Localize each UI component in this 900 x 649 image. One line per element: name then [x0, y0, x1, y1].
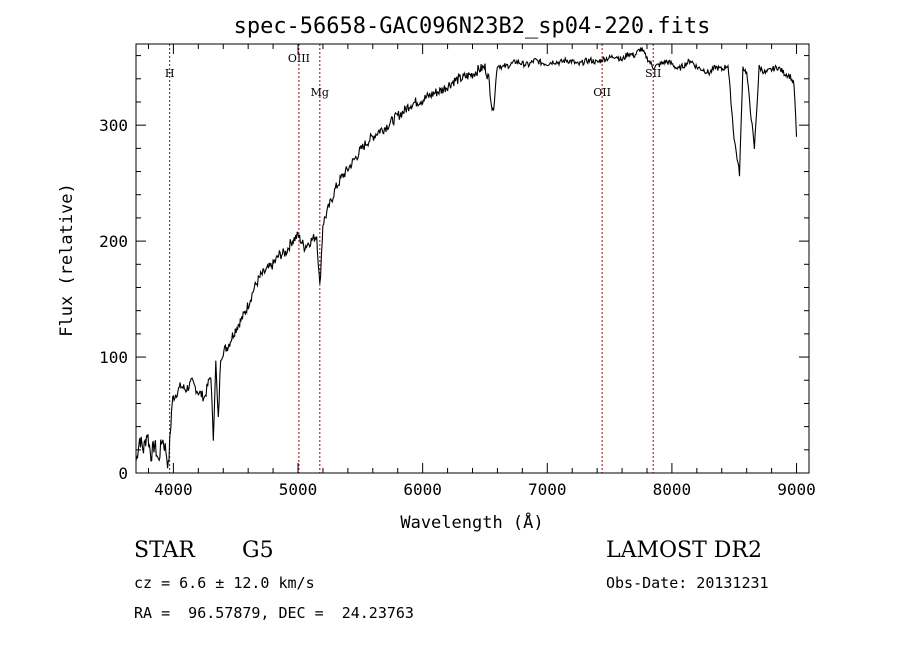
emission-line-label: SII [645, 67, 661, 80]
coords-text: RA = 96.57879, DEC = 24.23763 [134, 604, 414, 622]
survey-name: LAMOST DR2 [606, 538, 762, 563]
y-tick-label: 0 [118, 464, 128, 483]
object-class: STAR [134, 538, 195, 563]
obs-date-text: Obs-Date: 20131231 [606, 574, 769, 592]
emission-lines-layer: H OIII Mg OII SII [165, 44, 661, 473]
emission-line-label: Mg [311, 86, 329, 99]
x-tick-label: 9000 [777, 480, 816, 499]
x-tick-label: 4000 [154, 480, 193, 499]
x-tick-label: 6000 [403, 480, 442, 499]
x-tick-label: 8000 [653, 480, 692, 499]
x-tick-label: 7000 [528, 480, 567, 499]
x-tick-label: 5000 [279, 480, 318, 499]
y-tick-label: 100 [99, 348, 128, 367]
chart-title: spec-56658-GAC096N23B2_sp04-220.fits [234, 14, 711, 39]
y-tick-label: 300 [99, 116, 128, 135]
x-axis-label: Wavelength (Å) [400, 511, 543, 533]
spectrum-line [135, 46, 798, 469]
plot-frame [135, 43, 810, 474]
y-tick-label: 200 [99, 232, 128, 251]
redshift-text: cz = 6.6 ± 12.0 km/s [134, 574, 315, 592]
y-axis-label: Flux (relative) [57, 183, 77, 337]
tick-layer: 4000 5000 6000 7000 8000 9000 0 100 200 300 [99, 44, 816, 499]
emission-line-label: OIII [288, 52, 310, 65]
emission-line-label: OII [593, 86, 611, 99]
emission-line-label: H [165, 67, 175, 80]
object-subclass: G5 [242, 538, 274, 563]
